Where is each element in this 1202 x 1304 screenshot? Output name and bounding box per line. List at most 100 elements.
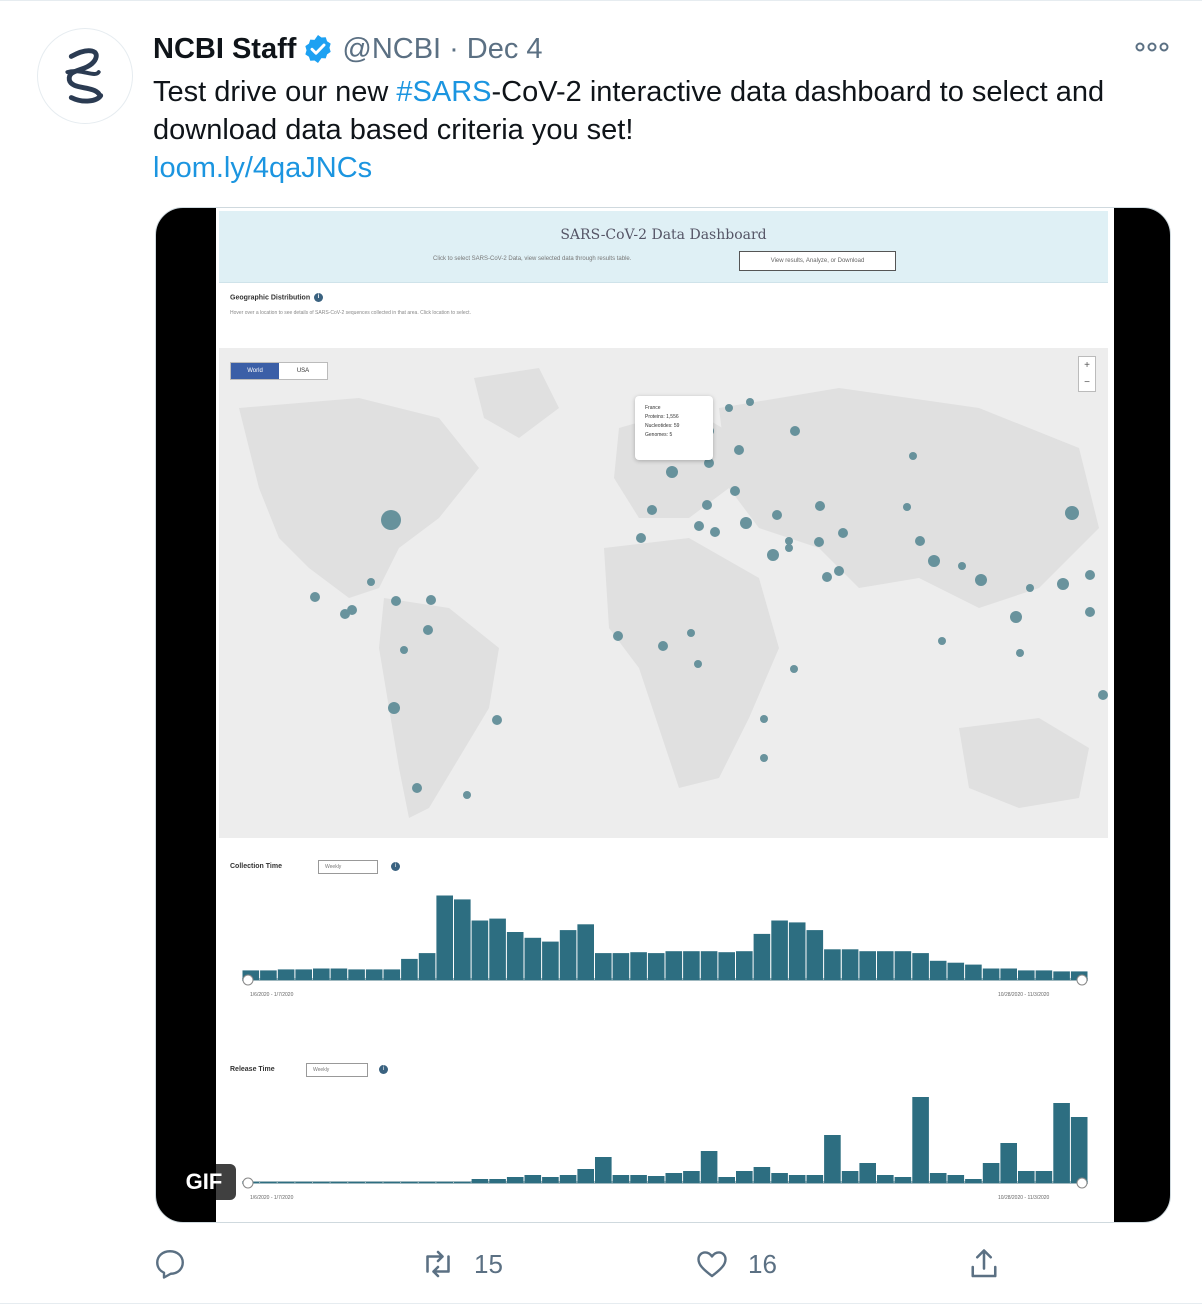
chart-baseline — [242, 978, 1088, 981]
tweet-date[interactable]: Dec 4 — [466, 32, 543, 65]
tooltip-title: France — [645, 405, 661, 411]
tweet-link[interactable]: loom.ly/4qaJNCs — [153, 152, 373, 184]
collection-time-select: Weekly — [318, 860, 378, 874]
chart-bar — [982, 1163, 1000, 1183]
heart-icon — [697, 1251, 727, 1278]
chart-bar — [753, 933, 771, 980]
chart-bar — [436, 895, 453, 980]
tweet-text-part: -CoV-2 interactive data dashboard to sel… — [153, 76, 1105, 146]
author-handle[interactable]: @NCBI — [342, 32, 442, 65]
chart-bar — [365, 969, 383, 980]
chart-bar — [965, 1179, 982, 1183]
chart-bar — [330, 968, 348, 980]
retweet-count: 15 — [474, 1248, 503, 1279]
chart-bar — [859, 951, 876, 980]
map-toggle: World USA — [230, 362, 328, 380]
chart-bar — [401, 1182, 418, 1183]
author-name[interactable]: NCBI Staff — [153, 32, 297, 65]
chart-bar — [260, 970, 277, 980]
chart-bar — [824, 1135, 841, 1183]
hashtag-link[interactable]: #SARS — [396, 76, 492, 108]
like-button[interactable]: 16 — [694, 1239, 777, 1289]
world-map: World USA + − France Proteins: 1,556 Nuc… — [219, 348, 1108, 838]
chart-bar — [647, 953, 665, 980]
chart-bar — [894, 1177, 912, 1183]
zoom-out-icon: − — [1084, 377, 1090, 388]
chart-bar — [788, 922, 806, 980]
chart-bar — [700, 1151, 718, 1183]
tooltip-line: Genomes: 5 — [645, 432, 673, 438]
dashboard-title: SARS-CoV-2 Data Dashboard — [560, 227, 767, 243]
chart-bar — [277, 1182, 295, 1183]
chart-bar — [788, 1175, 806, 1183]
chart-bar — [841, 949, 859, 980]
chart-bar — [383, 1182, 401, 1183]
geo-title: Geographic Distribution i — [230, 293, 324, 302]
chart-bar — [1053, 1103, 1070, 1183]
chart-bar — [348, 969, 365, 980]
chart-bar — [647, 1176, 665, 1183]
tweet-text-part: Test drive our new — [153, 76, 397, 108]
chart-bar — [700, 951, 718, 980]
chart-bar — [542, 1177, 559, 1183]
chart-bar — [683, 951, 700, 980]
collection-end-label: 10/28/2020 - 11/3/2020 — [998, 992, 1050, 998]
chart-bar — [1070, 1117, 1088, 1183]
chart-bar — [489, 918, 506, 980]
reply-button[interactable] — [152, 1239, 206, 1289]
info-icon: i — [379, 1065, 388, 1074]
dashboard-subtitle: Click to select SARS-CoV-2 Data, view se… — [433, 256, 632, 262]
tweet-text: Test drive our new #SARS-CoV-2 interacti… — [153, 73, 1183, 187]
chart-bar — [929, 1173, 947, 1183]
tooltip-line: Proteins: 1,556 — [645, 414, 679, 420]
chart-bar — [612, 953, 630, 980]
share-button[interactable] — [966, 1239, 1020, 1289]
chart-bar — [753, 1167, 771, 1183]
chart-bar — [559, 930, 577, 980]
chart-bar — [260, 1182, 277, 1183]
chart-bar — [630, 1175, 647, 1183]
release-end-label: 10/28/2020 - 11/3/2020 — [998, 1195, 1050, 1201]
chart-bar — [683, 1171, 700, 1183]
release-chart-svg — [242, 1097, 1088, 1189]
chart-bar — [506, 1177, 524, 1183]
avatar[interactable] — [37, 28, 133, 124]
chart-bar — [577, 924, 594, 980]
chart-bar — [418, 953, 436, 980]
chart-bar — [365, 1182, 383, 1183]
more-options-icon[interactable] — [1132, 37, 1172, 57]
retweet-button[interactable]: 15 — [420, 1239, 503, 1289]
chart-bar — [718, 1177, 735, 1183]
chart-bar — [665, 951, 683, 980]
chart-bar — [242, 970, 260, 980]
chart-bar — [1053, 971, 1070, 980]
chart-bar — [771, 1173, 788, 1183]
chart-bar — [806, 930, 824, 980]
chart-bar — [912, 1097, 929, 1183]
chart-bar — [295, 1182, 312, 1183]
chart-bar — [542, 941, 559, 980]
chart-bar — [877, 951, 894, 980]
chart-bar — [524, 937, 542, 980]
ncbi-helix-logo-icon — [65, 48, 104, 104]
dashboard-screenshot: SARS-CoV-2 Data Dashboard Click to selec… — [216, 208, 1114, 1222]
chart-bar — [330, 1182, 348, 1183]
tweet-media-gif[interactable]: SARS-CoV-2 Data Dashboard Click to selec… — [155, 207, 1171, 1223]
chart-bar — [718, 952, 735, 980]
chart-bar — [454, 899, 471, 980]
chart-bar — [506, 932, 524, 980]
map-zoom-controls: + − — [1078, 356, 1096, 392]
chart-bar — [577, 1169, 594, 1183]
chart-bar — [1000, 1143, 1017, 1183]
map-tooltip: France Proteins: 1,556 Nucleotides: 59 G… — [635, 396, 713, 460]
chart-bar — [965, 964, 982, 980]
chart-bar — [489, 1179, 506, 1183]
chart-bar — [736, 951, 753, 980]
chart-bar — [859, 1163, 876, 1183]
chart-bar — [877, 1175, 894, 1183]
chart-bar — [313, 968, 330, 980]
release-start-label: 1/6/2020 - 1/7/2020 — [250, 1195, 294, 1201]
chart-bar — [824, 949, 841, 980]
chart-bar — [595, 1157, 612, 1183]
